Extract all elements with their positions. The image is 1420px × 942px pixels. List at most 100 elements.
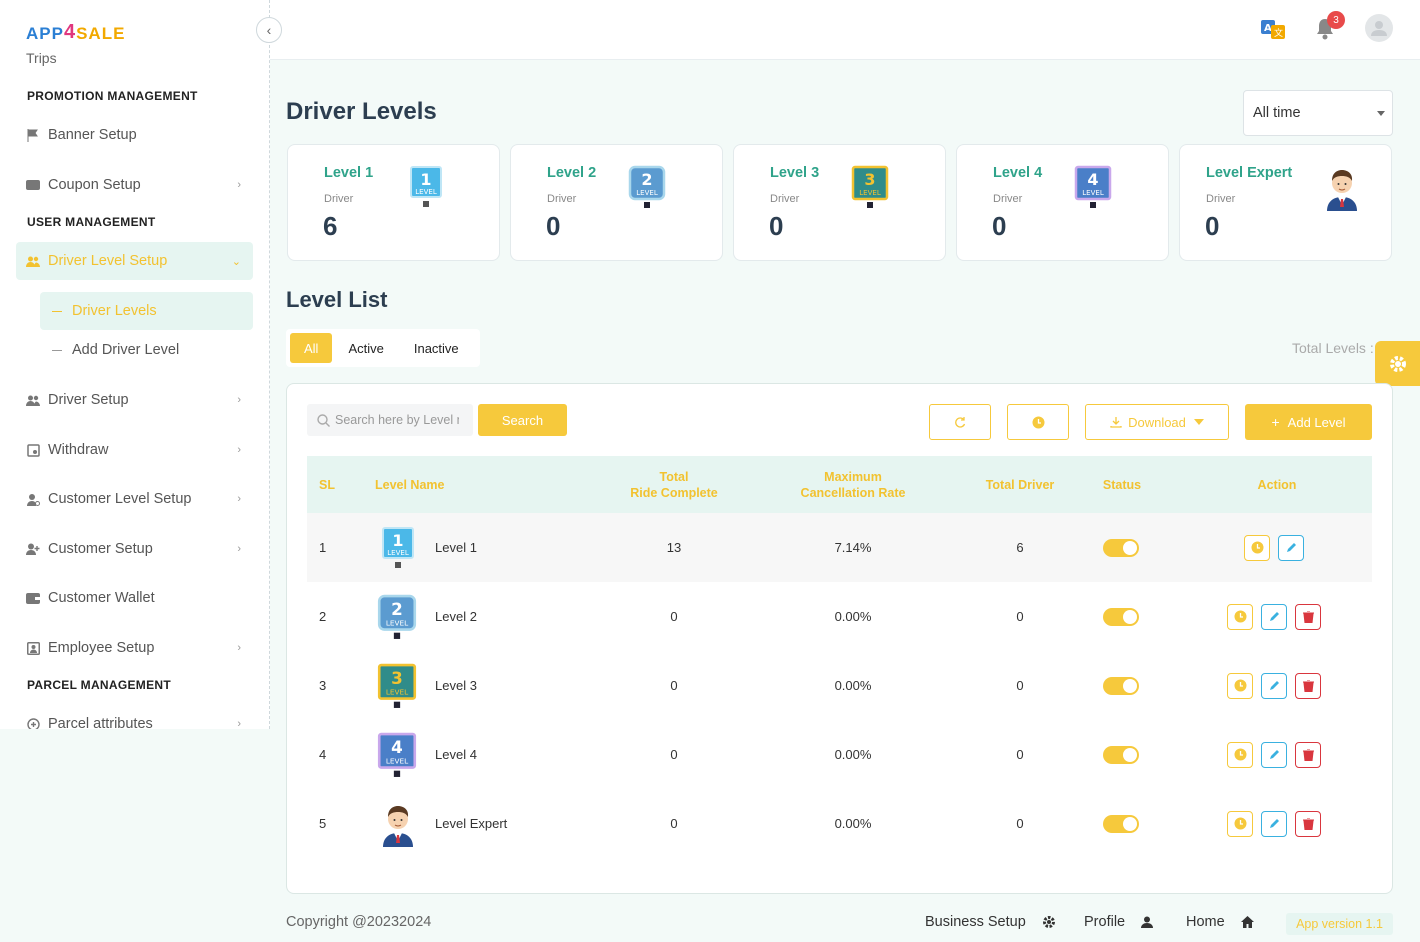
card-level-name: Level 4 bbox=[993, 165, 1043, 181]
badge-number: 3 bbox=[391, 667, 403, 687]
sidebar-collapse-button[interactable]: ‹ bbox=[256, 17, 282, 43]
status-toggle[interactable] bbox=[1103, 651, 1139, 720]
user-plus-icon bbox=[26, 542, 40, 556]
badge-word: LEVEL bbox=[1082, 189, 1104, 197]
badge-word: LEVEL bbox=[859, 189, 881, 197]
sidebar-subitem-add-driver-level[interactable]: Add Driver Level bbox=[40, 331, 253, 369]
status-toggle[interactable] bbox=[1103, 789, 1139, 858]
footer-link-business-setup[interactable]: Business Setup bbox=[925, 914, 1056, 930]
trash-icon bbox=[1302, 748, 1314, 761]
cell-sl: 4 bbox=[319, 747, 327, 762]
tab-inactive[interactable]: Inactive bbox=[413, 340, 459, 356]
cell-total-rides: 0 bbox=[670, 609, 678, 624]
time-filter-select[interactable]: All time bbox=[1243, 90, 1393, 136]
sidebar-item-parcel-attributes[interactable]: Parcel attributes › bbox=[16, 705, 253, 729]
level-card: Level 1 Driver 6 1 LEVEL bbox=[287, 144, 500, 261]
footer-link-label: Profile bbox=[1084, 914, 1126, 930]
refresh-button[interactable] bbox=[929, 404, 991, 440]
wallet-icon bbox=[26, 591, 40, 605]
sidebar: APP 4 SALE Trips PROMOTION MANAGEMENT Ba… bbox=[0, 0, 270, 729]
table-row: 5 Level Expert 0 0.00% 0 bbox=[307, 789, 1372, 858]
tab-all[interactable]: All bbox=[290, 333, 333, 363]
download-button[interactable]: Download bbox=[1085, 404, 1229, 440]
clock-icon bbox=[1234, 748, 1246, 761]
status-toggle[interactable] bbox=[1103, 513, 1139, 582]
cell-cancellation-rate: 0.00% bbox=[834, 747, 872, 762]
sidebar-item-customer-wallet[interactable]: Customer Wallet bbox=[16, 579, 253, 617]
history-button[interactable] bbox=[1227, 741, 1253, 768]
history-button[interactable] bbox=[1007, 404, 1069, 440]
sidebar-subitem-driver-levels[interactable]: Driver Levels bbox=[40, 292, 253, 330]
cell-level-name: Level 1 bbox=[435, 540, 477, 555]
cell-cancellation-rate: 7.14% bbox=[834, 540, 872, 555]
users-icon bbox=[26, 254, 40, 268]
level-list-title: Level List bbox=[286, 287, 388, 312]
search-input[interactable]: Search here by Level n bbox=[307, 404, 473, 436]
card-driver-label: Driver bbox=[547, 193, 577, 205]
delete-button[interactable] bbox=[1295, 672, 1321, 699]
chevron-down-icon: ⌄ bbox=[231, 255, 241, 268]
footer-link-label: Business Setup bbox=[925, 914, 1026, 930]
cell-sl: 1 bbox=[319, 540, 327, 555]
footer-link-profile[interactable]: Profile bbox=[1084, 914, 1154, 930]
chevron-right-icon: › bbox=[237, 179, 241, 191]
user-avatar[interactable] bbox=[1365, 14, 1393, 42]
badge-number: 4 bbox=[1087, 170, 1098, 189]
sidebar-item-customer-setup[interactable]: Customer Setup › bbox=[16, 530, 253, 568]
sidebar-item-trips[interactable]: Trips bbox=[26, 50, 57, 66]
sidebar-item-driver-setup[interactable]: Driver Setup › bbox=[16, 381, 253, 419]
level-3-badge-icon: 3 LEVEL bbox=[851, 165, 889, 214]
badge-number: 4 bbox=[391, 736, 403, 756]
card-level-name: Level 1 bbox=[324, 165, 374, 181]
cell-total-driver: 0 bbox=[1016, 609, 1024, 624]
level-list-panel: Search here by Level n Search Download +… bbox=[286, 383, 1393, 894]
plus-circle-icon bbox=[26, 717, 40, 729]
footer-link-home[interactable]: Home bbox=[1186, 914, 1254, 930]
edit-button[interactable] bbox=[1261, 810, 1287, 837]
edit-button[interactable] bbox=[1261, 672, 1287, 699]
sidebar-item-withdraw[interactable]: Withdraw › bbox=[16, 431, 253, 469]
delete-button[interactable] bbox=[1295, 603, 1321, 630]
sidebar-item-driver-level-setup[interactable]: Driver Level Setup ⌄ bbox=[16, 242, 253, 280]
tab-active[interactable]: Active bbox=[348, 340, 384, 356]
edit-button[interactable] bbox=[1261, 603, 1287, 630]
search-button[interactable]: Search bbox=[478, 404, 567, 436]
delete-button[interactable] bbox=[1295, 810, 1321, 837]
history-button[interactable] bbox=[1244, 534, 1270, 561]
app-logo[interactable]: APP 4 SALE bbox=[26, 16, 125, 44]
expert-avatar-icon bbox=[379, 789, 417, 858]
clock-icon bbox=[1234, 610, 1246, 623]
status-toggle[interactable] bbox=[1103, 582, 1139, 651]
sidebar-item-customer-level-setup[interactable]: Customer Level Setup › bbox=[16, 480, 253, 518]
edit-button[interactable] bbox=[1278, 534, 1304, 561]
sidebar-item-banner-setup[interactable]: Banner Setup bbox=[16, 116, 253, 154]
user-cog-icon bbox=[26, 492, 40, 506]
sidebar-item-label: Customer Level Setup bbox=[48, 491, 192, 507]
add-level-button[interactable]: + Add Level bbox=[1245, 404, 1372, 440]
status-toggle[interactable] bbox=[1103, 720, 1139, 789]
sidebar-item-employee-setup[interactable]: Employee Setup › bbox=[16, 629, 253, 667]
users-icon bbox=[26, 393, 40, 407]
sidebar-item-label: Customer Setup bbox=[48, 541, 153, 557]
column-level-name: Level Name bbox=[375, 477, 445, 492]
edit-button[interactable] bbox=[1261, 741, 1287, 768]
cell-total-driver: 0 bbox=[1016, 678, 1024, 693]
history-button[interactable] bbox=[1227, 810, 1253, 837]
column-header-line: Cancellation Rate bbox=[800, 485, 906, 500]
sidebar-item-coupon-setup[interactable]: Coupon Setup › bbox=[16, 166, 253, 204]
ticket-icon bbox=[26, 178, 40, 192]
sidebar-item-label: Add Driver Level bbox=[72, 342, 180, 358]
cell-level-name: Level 3 bbox=[435, 678, 477, 693]
chevron-right-icon: › bbox=[237, 642, 241, 654]
chevron-right-icon: › bbox=[237, 718, 241, 729]
card-level-name: Level Expert bbox=[1206, 165, 1293, 181]
cell-sl: 3 bbox=[319, 678, 327, 693]
history-button[interactable] bbox=[1227, 603, 1253, 630]
delete-button[interactable] bbox=[1295, 741, 1321, 768]
settings-float-button[interactable] bbox=[1375, 341, 1420, 386]
column-status: Status bbox=[1102, 477, 1142, 492]
history-button[interactable] bbox=[1227, 672, 1253, 699]
logo-text-4: 4 bbox=[63, 21, 77, 43]
trash-icon bbox=[1302, 817, 1314, 830]
